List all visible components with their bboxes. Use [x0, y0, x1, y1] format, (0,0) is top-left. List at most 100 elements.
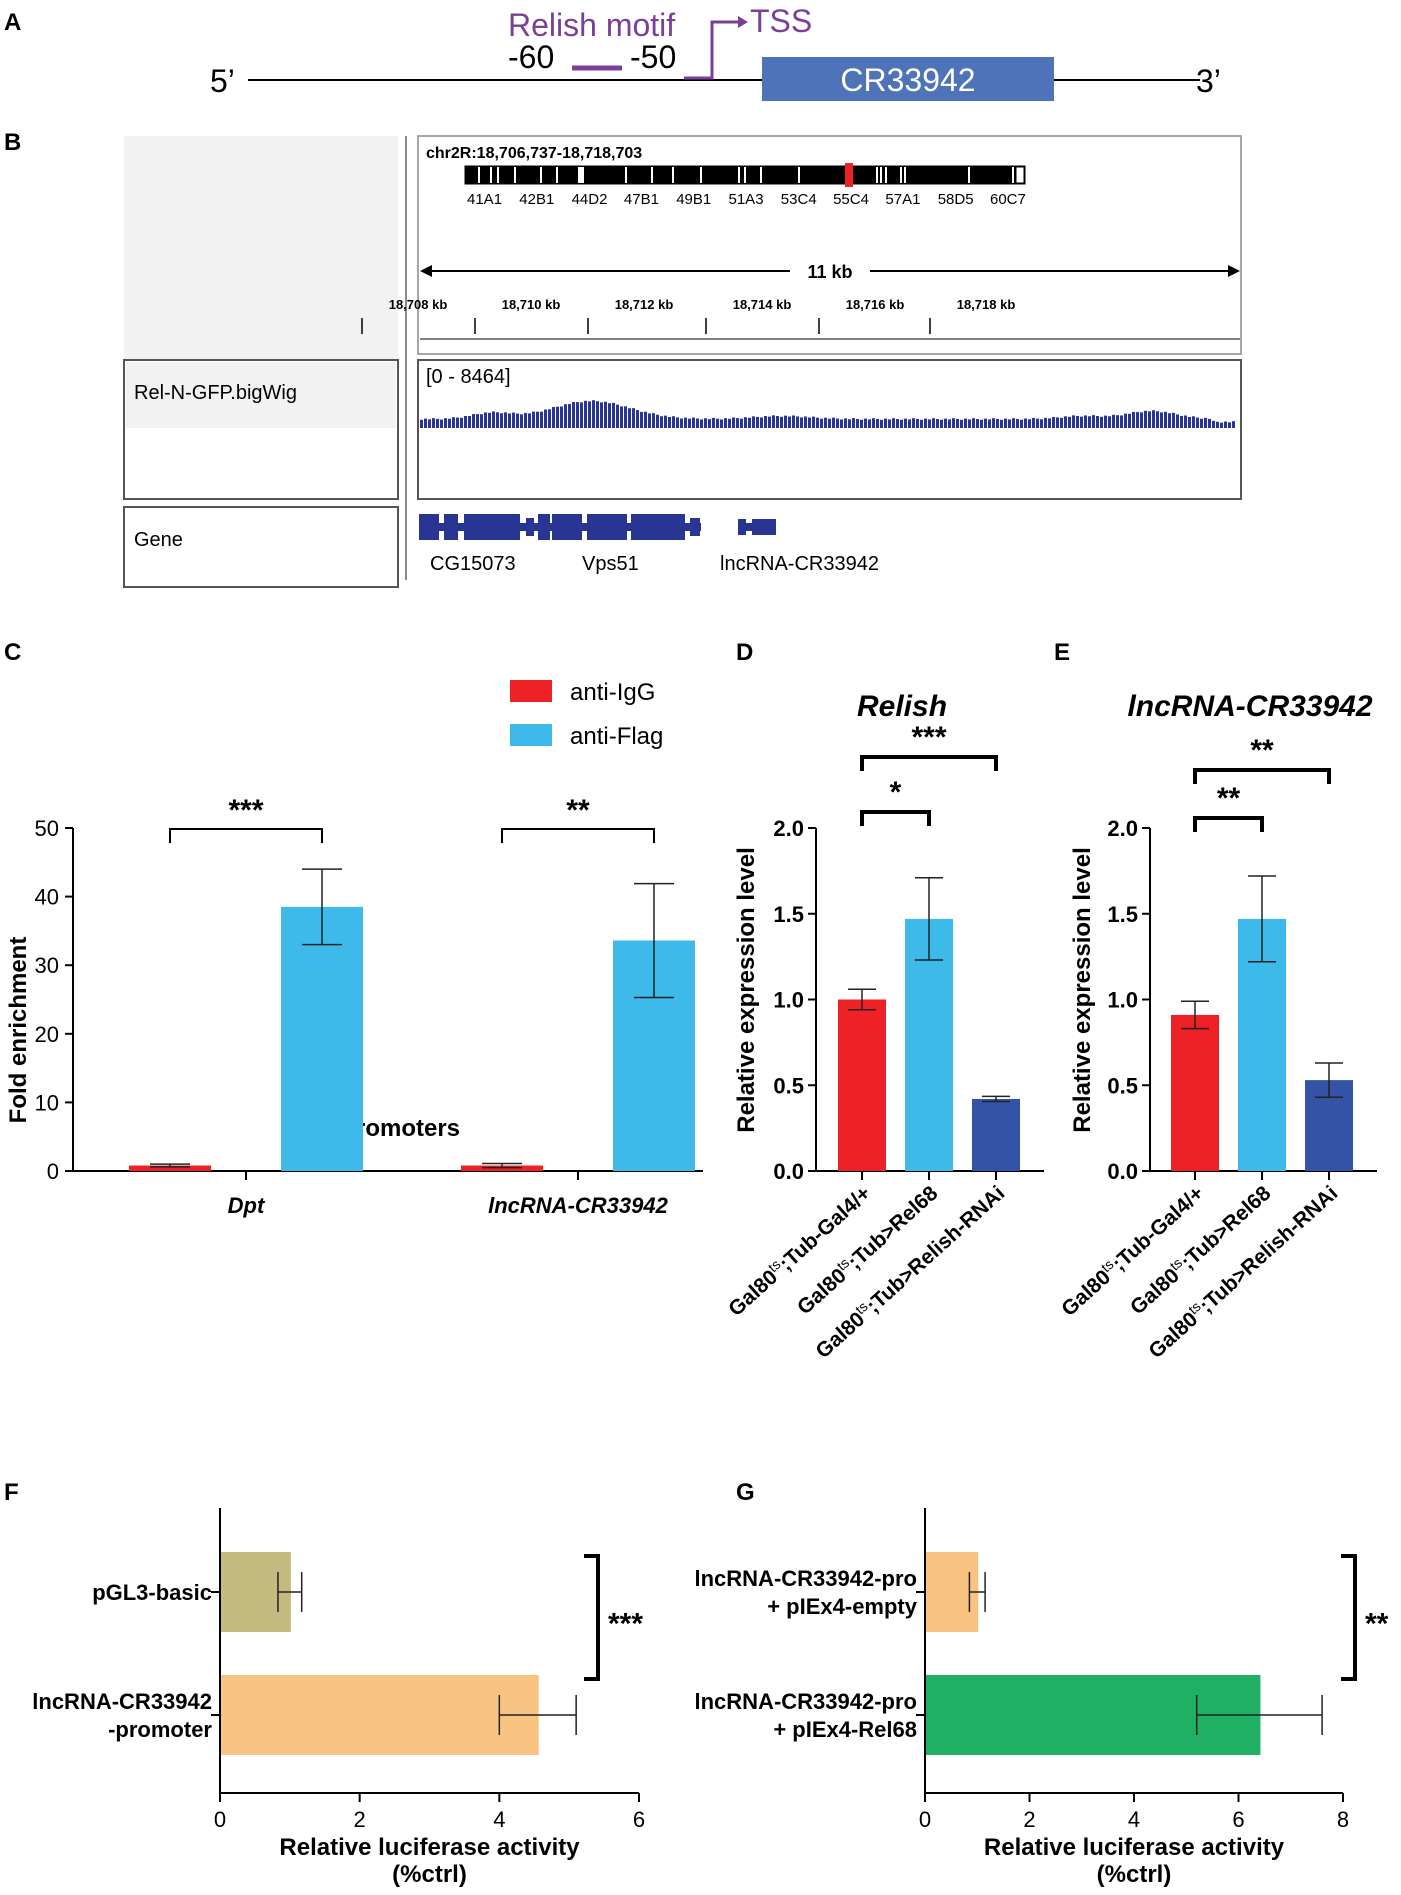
coverage-bar [508, 413, 511, 428]
coverage-bar [956, 419, 959, 428]
coverage-bar [724, 418, 727, 428]
coverage-bar [464, 415, 467, 428]
coverage-bar [1112, 414, 1115, 428]
span-arrow-right-head [1228, 265, 1240, 277]
coverage-bar [668, 416, 671, 428]
g-x-tick-label: 0 [919, 1807, 931, 1832]
coverage-bar [828, 418, 831, 428]
e-y-tick-label: 1.0 [1107, 988, 1138, 1013]
g-x-tick-label: 2 [1023, 1807, 1035, 1832]
coverage-bar [1032, 417, 1035, 428]
cytoband-stripe [700, 167, 702, 183]
legend-label-igg: anti-IgG [570, 679, 655, 706]
coverage-bar [1080, 416, 1083, 428]
coverage-bar [708, 419, 711, 428]
cytoband-stripe [900, 167, 902, 183]
coverage-bar [488, 412, 491, 428]
c-y-tick-label: 30 [35, 953, 59, 978]
coverage-bar [1224, 421, 1227, 428]
panel-label-e: E [1054, 639, 1070, 666]
coverage-bar [656, 414, 659, 428]
g-y-tick-label: lncRNA-CR33942-pro [695, 1566, 918, 1591]
coverage-bar [608, 403, 611, 428]
panel-g: G 0 2 4 6 8 Relative luciferase activity(%ctr… [695, 1479, 1389, 1888]
g-y-tick-label: + pIEx4-empty [767, 1594, 918, 1619]
gene-vps51-exon [464, 514, 520, 540]
coverage-bar [900, 419, 903, 428]
coverage-bar [808, 417, 811, 428]
coverage-bar [1216, 421, 1219, 428]
coverage-bar [744, 417, 747, 428]
coverage-bar [856, 418, 859, 428]
g-x-tick-label: 8 [1337, 1807, 1349, 1832]
span-label-bg [790, 258, 870, 284]
coverage-bar [528, 413, 531, 428]
coverage-bar [932, 418, 935, 428]
bigwig-track-frame [417, 359, 1242, 500]
gene-vps51-exon [552, 514, 582, 540]
coverage-bar [604, 401, 607, 428]
panel-a: A 5’ 3’ Relish motif -60 -50 TSS CR33942 [4, 3, 1221, 101]
coverage-bar [420, 419, 423, 428]
coverage-bar [752, 416, 755, 428]
cytoband-label: 42B1 [519, 191, 554, 208]
coverage-bar [796, 416, 799, 428]
cytoband-label: 55C4 [833, 191, 869, 208]
five-prime-label: 5’ [210, 63, 235, 99]
cytoband-stripe [514, 167, 516, 183]
panel-f: F 0 2 4 6 Relative luciferase activity(%ctrl… [4, 1479, 645, 1888]
gene-lncrna-line [744, 523, 754, 531]
panel-label-c: C [4, 639, 21, 666]
panel-label-d: D [736, 639, 753, 666]
coverage-bar [1060, 417, 1063, 428]
e-title: lncRNA-CR33942 [1127, 690, 1372, 723]
coverage-bar [1220, 422, 1223, 428]
ruler-tick-label: 18,710 kb [502, 297, 561, 312]
coverage-bar [664, 415, 667, 428]
coverage-bar [704, 418, 707, 428]
c-bar [129, 1165, 211, 1171]
bigwig-track-name: Rel-N-GFP.bigWig [134, 382, 297, 404]
coverage-bar [952, 418, 955, 428]
cytoband-stripe [672, 167, 674, 183]
e-y-tick-label: 1.5 [1107, 902, 1138, 927]
coverage-bar [892, 418, 895, 428]
coverage-bar [976, 418, 979, 428]
c-x-tick-label: Dpt [228, 1193, 266, 1218]
gene-vps51-exon [526, 518, 534, 536]
track-name-column [124, 136, 398, 360]
coverage-bar [1192, 416, 1195, 428]
e-y-axis-title: Relative expression level [1069, 847, 1096, 1133]
coverage-bar [1092, 415, 1095, 428]
g-significance-bracket [1341, 1554, 1357, 1681]
f-bar [221, 1675, 539, 1755]
bigwig-range: [0 - 8464] [426, 366, 511, 388]
coverage-bar [800, 417, 803, 428]
chart-g-plot: 0 2 4 6 8 Relative luciferase activity(%ctrl)… [695, 1508, 1389, 1888]
coverage-bar [820, 418, 823, 428]
coverage-bar [1084, 415, 1087, 428]
panel-c: C anti-IgG anti-Flag Fold enrichment Pro… [4, 639, 703, 1218]
f-significance-bracket [584, 1554, 600, 1681]
coverage-bar [1088, 416, 1091, 428]
ruler-tick-label: 18,716 kb [846, 297, 905, 312]
coverage-bar [1228, 422, 1231, 428]
coverage-bar [1168, 413, 1171, 428]
cytoband-stripe [880, 167, 882, 183]
d-title: Relish [857, 690, 947, 723]
coverage-bar [576, 402, 579, 428]
coverage-bar [1052, 416, 1055, 428]
gene-track-name: Gene [134, 529, 183, 551]
coverage-bar [600, 402, 603, 428]
e-bar [1171, 1014, 1219, 1171]
coverage-bar [616, 404, 619, 428]
coverage-bar [772, 415, 775, 428]
coverage-bar [684, 417, 687, 428]
coverage-bar [1108, 416, 1111, 428]
coverage-bar [516, 413, 519, 428]
e-y-tick-label: 0.5 [1107, 1073, 1138, 1098]
coverage-bar [736, 418, 739, 428]
coverage-bar [692, 417, 695, 428]
coverage-bar [816, 417, 819, 428]
g-significance-stars: ** [1365, 1608, 1389, 1641]
